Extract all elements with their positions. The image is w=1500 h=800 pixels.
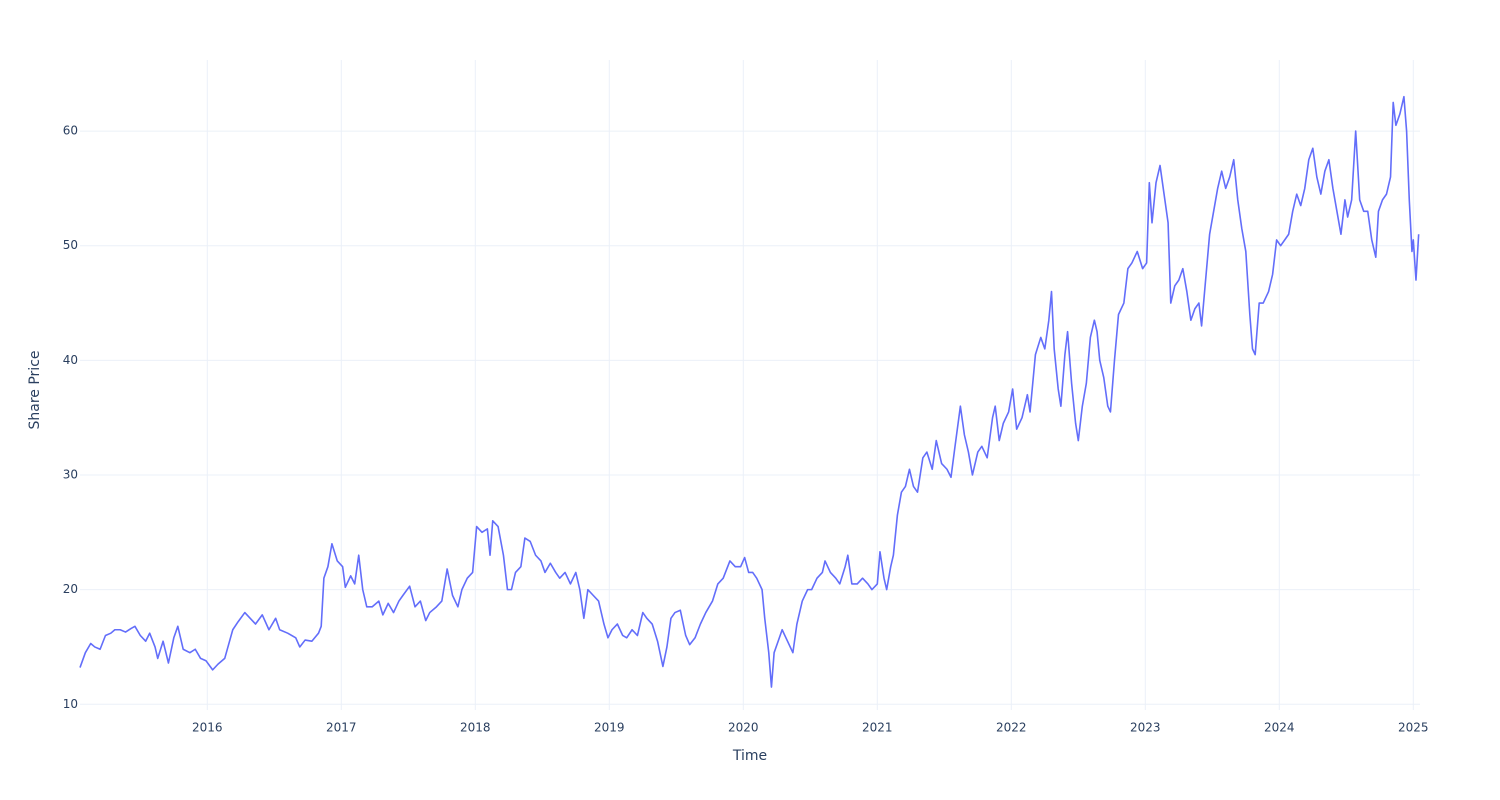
y-tick-label: 20 xyxy=(63,582,78,596)
y-tick-label: 10 xyxy=(63,697,78,711)
price-line xyxy=(79,95,1420,688)
y-axis-title: Share Price xyxy=(27,350,43,429)
x-tick-label: 2023 xyxy=(1130,721,1161,735)
x-tick-label: 2022 xyxy=(996,721,1027,735)
x-tick-label: 2020 xyxy=(728,721,759,735)
x-tick-label: 2016 xyxy=(192,721,223,735)
y-tick-label: 60 xyxy=(63,124,78,138)
y-tick-label: 40 xyxy=(63,353,78,367)
x-axis-title: Time xyxy=(732,748,767,764)
y-tick-label: 30 xyxy=(63,467,78,481)
y-tick-label: 50 xyxy=(63,238,78,252)
x-tick-label: 2021 xyxy=(862,721,893,735)
x-tick-label: 2017 xyxy=(326,721,357,735)
x-tick-label: 2019 xyxy=(594,721,625,735)
x-tick-label: 2018 xyxy=(460,721,491,735)
x-tick-label: 2025 xyxy=(1398,721,1429,735)
x-tick-label: 2024 xyxy=(1264,721,1295,735)
